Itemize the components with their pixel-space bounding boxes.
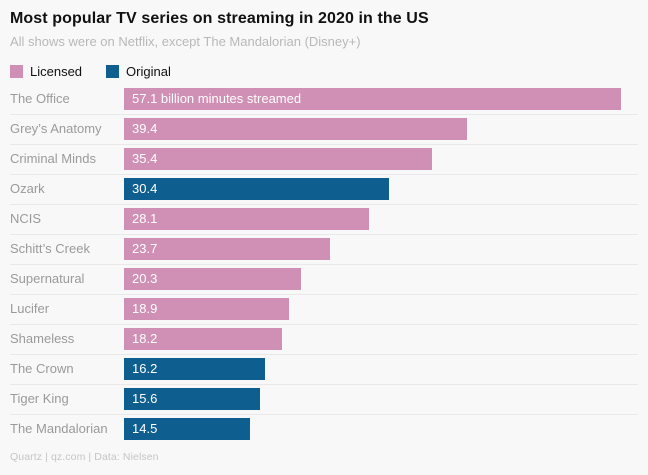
bar-track: 30.4	[124, 178, 638, 200]
row-label: Ozark	[10, 181, 45, 196]
bar: 57.1 billion minutes streamed	[124, 88, 621, 110]
chart-row-tiger-king: Tiger King 15.6	[10, 388, 638, 418]
bar-value-label: 15.6	[132, 391, 158, 406]
bar-track: 28.1	[124, 208, 638, 230]
chart-row-greys-anatomy: Grey’s Anatomy 39.4	[10, 118, 638, 148]
source-credit: Quartz | qz.com | Data: Nielsen	[10, 451, 159, 463]
bar-track: 23.7	[124, 238, 638, 260]
legend: Licensed Original	[10, 64, 638, 79]
row-label: Tiger King	[10, 391, 69, 406]
bar: 39.4	[124, 118, 467, 140]
row-label: Schitt’s Creek	[10, 241, 90, 256]
bar-track: 16.2	[124, 358, 638, 380]
row-label: Grey’s Anatomy	[10, 121, 102, 136]
row-label: The Mandalorian	[10, 421, 108, 436]
bar-chart: The Office 57.1 billion minutes streamed…	[10, 88, 638, 448]
chart-row-supernatural: Supernatural 20.3	[10, 268, 638, 298]
chart-row-ozark: Ozark 30.4	[10, 178, 638, 208]
bar: 20.3	[124, 268, 301, 290]
bar-value-label: 23.7	[132, 241, 158, 256]
legend-label-original: Original	[126, 63, 171, 79]
bar-value-label: 18.9	[132, 301, 158, 316]
bar-value-label: 28.1	[132, 211, 158, 226]
legend-item-licensed: Licensed	[10, 64, 82, 79]
bar-value-label: 57.1 billion minutes streamed	[132, 91, 302, 106]
chart-row-the-office: The Office 57.1 billion minutes streamed	[10, 88, 638, 118]
chart-row-schitts-creek: Schitt’s Creek 23.7	[10, 238, 638, 268]
legend-item-original: Original	[106, 64, 171, 79]
bar-track: 57.1 billion minutes streamed	[124, 88, 638, 110]
bar: 28.1	[124, 208, 369, 230]
bar-value-label: 18.2	[132, 331, 158, 346]
chart-row-shameless: Shameless 18.2	[10, 328, 638, 358]
bar: 23.7	[124, 238, 330, 260]
legend-label-licensed: Licensed	[30, 63, 83, 79]
bar-value-label: 39.4	[132, 121, 158, 136]
bar-value-label: 14.5	[132, 421, 158, 436]
bar-track: 15.6	[124, 388, 638, 410]
bar: 35.4	[124, 148, 432, 170]
row-label: Shameless	[10, 331, 75, 346]
chart-row-criminal-minds: Criminal Minds 35.4	[10, 148, 638, 178]
bar: 18.2	[124, 328, 282, 350]
row-label: NCIS	[10, 211, 42, 226]
chart-row-lucifer: Lucifer 18.9	[10, 298, 638, 328]
bar-value-label: 35.4	[132, 151, 158, 166]
bar: 18.9	[124, 298, 289, 320]
page-title: Most popular TV series on streaming in 2…	[10, 10, 429, 27]
bar-value-label: 30.4	[132, 181, 158, 196]
row-label: The Office	[10, 91, 70, 106]
bar-track: 35.4	[124, 148, 638, 170]
row-label: The Crown	[10, 361, 74, 376]
row-label: Lucifer	[10, 301, 50, 316]
licensed-swatch-icon	[10, 64, 23, 78]
bar: 15.6	[124, 388, 260, 410]
bar: 16.2	[124, 358, 265, 380]
page-subtitle: All shows were on Netflix, except The Ma…	[10, 34, 361, 49]
chart-row-the-mandalorian: The Mandalorian 14.5	[10, 418, 638, 448]
chart-row-the-crown: The Crown 16.2	[10, 358, 638, 388]
original-swatch-icon	[106, 64, 120, 78]
bar: 14.5	[124, 418, 250, 440]
bar: 30.4	[124, 178, 389, 200]
row-label: Supernatural	[10, 271, 85, 286]
row-label: Criminal Minds	[10, 151, 96, 166]
bar-track: 18.2	[124, 328, 638, 350]
bar-value-label: 16.2	[132, 361, 158, 376]
bar-track: 14.5	[124, 418, 638, 440]
chart-row-ncis: NCIS 28.1	[10, 208, 638, 238]
bar-track: 18.9	[124, 298, 638, 320]
bar-track: 20.3	[124, 268, 638, 290]
bar-track: 39.4	[124, 118, 638, 140]
bar-value-label: 20.3	[132, 271, 158, 286]
